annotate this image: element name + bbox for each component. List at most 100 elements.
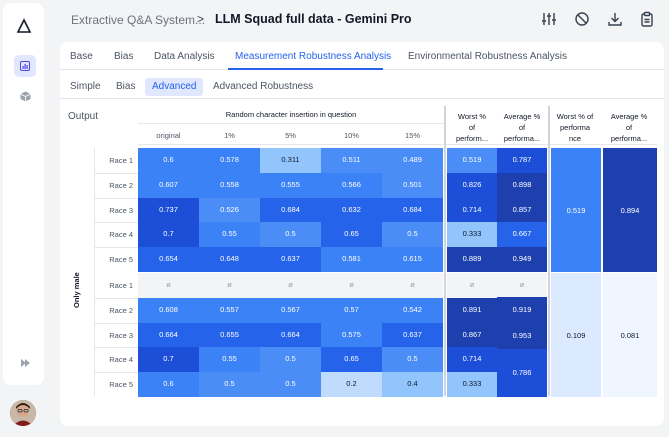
heatmap-cell: 0.2 bbox=[321, 372, 382, 397]
overall-worst-cell: 0.109 bbox=[551, 273, 601, 397]
ban-icon[interactable] bbox=[574, 11, 590, 27]
heatmap-cell: 0.632 bbox=[321, 197, 382, 223]
overall-worst-cell: 0.519 bbox=[551, 148, 601, 272]
expand-sidebar-icon[interactable] bbox=[18, 356, 32, 370]
heatmap-cell: 0.65 bbox=[321, 347, 382, 373]
heatmap-cell: 0.555 bbox=[260, 172, 321, 198]
breadcrumb-separator: > bbox=[197, 12, 205, 26]
worst-cell: 0.889 bbox=[447, 247, 497, 272]
heatmap-cell: ø bbox=[382, 273, 443, 298]
active-tab-indicator bbox=[228, 68, 383, 70]
worst-cell: 0.867 bbox=[447, 322, 497, 348]
average-cell: 0.786 bbox=[497, 349, 547, 397]
user-avatar[interactable] bbox=[10, 400, 36, 426]
row-label: Race 1 bbox=[109, 281, 133, 290]
heatmap-cell: 0.57 bbox=[321, 297, 382, 323]
heatmap-cell: 0.648 bbox=[199, 247, 260, 272]
subtab-advanced[interactable]: Advanced bbox=[145, 78, 204, 96]
heatmap-cell: 0.5 bbox=[260, 222, 321, 248]
row-divider bbox=[95, 197, 138, 199]
column-separator bbox=[548, 106, 550, 396]
heatmap-cell: 0.637 bbox=[260, 247, 321, 272]
top-bar: Extractive Q&A System... > LLM Squad ful… bbox=[47, 0, 669, 40]
heatmap-cell: 0.65 bbox=[321, 222, 382, 248]
heatmap-cell: 0.6 bbox=[138, 148, 199, 173]
row-label: Race 2 bbox=[109, 180, 133, 190]
heatmap-cell: 0.575 bbox=[321, 322, 382, 348]
heatmap-cell: 0.737 bbox=[138, 197, 199, 223]
column-header-average: Average % of performa... bbox=[503, 112, 541, 143]
heatmap-cell: ø bbox=[321, 273, 382, 298]
clipboard-icon[interactable] bbox=[639, 11, 655, 27]
column-header-overall-worst: Worst % of performa nce bbox=[556, 112, 594, 143]
row-label: Race 1 bbox=[109, 156, 133, 165]
header-bottom-line bbox=[138, 144, 657, 145]
heatmap-cell: 0.607 bbox=[138, 172, 199, 198]
column-header-overall-average: Average % of performa... bbox=[610, 112, 648, 143]
heatmap-cell: 0.6 bbox=[138, 372, 199, 397]
breadcrumb-parent[interactable]: Extractive Q&A System... bbox=[71, 13, 206, 27]
tab-environmental-robustness[interactable]: Environmental Robustness Analysis bbox=[408, 51, 567, 62]
row-label: Race 3 bbox=[109, 330, 133, 340]
average-cell: 0.919 bbox=[497, 297, 547, 323]
heatmap-cell: ø bbox=[138, 273, 199, 298]
sidebar-item-models[interactable] bbox=[14, 85, 36, 107]
subtab-advanced-robustness[interactable]: Advanced Robustness bbox=[213, 81, 314, 92]
heatmap-cell: 0.7 bbox=[138, 222, 199, 248]
download-icon[interactable] bbox=[607, 11, 623, 27]
heatmap-cell: 0.55 bbox=[199, 347, 260, 373]
overall-average-cell: 0.894 bbox=[603, 148, 657, 272]
heatmap-cell: 0.567 bbox=[260, 297, 321, 323]
subtab-bias[interactable]: Bias bbox=[116, 81, 136, 92]
heatmap-cell: 0.637 bbox=[382, 322, 443, 348]
heatmap-cell: 0.581 bbox=[321, 247, 382, 272]
heatmap-cell: 0.558 bbox=[199, 172, 260, 198]
column-header-1pct: 1% bbox=[224, 131, 235, 140]
sidebar-item-reports[interactable] bbox=[14, 55, 36, 77]
worst-cell: 0.826 bbox=[447, 172, 497, 198]
heatmap-cell: 0.578 bbox=[199, 148, 260, 173]
heatmap-cell: 0.7 bbox=[138, 347, 199, 373]
row-label: Race 4 bbox=[109, 355, 133, 365]
row-label: Race 5 bbox=[109, 255, 133, 265]
heatmap-cell: 0.5 bbox=[199, 372, 260, 397]
group-label-cell: Only male bbox=[70, 148, 95, 396]
heatmap-cell: ø bbox=[260, 273, 321, 298]
heatmap-cell: 0.5 bbox=[382, 222, 443, 248]
worst-cell: 0.714 bbox=[447, 347, 497, 373]
average-cell: 0.898 bbox=[497, 172, 547, 198]
column-separator bbox=[444, 106, 446, 396]
heatmap-cell: 0.608 bbox=[138, 297, 199, 323]
subtab-simple[interactable]: Simple bbox=[70, 81, 101, 92]
row-divider bbox=[95, 322, 138, 324]
group-label: Only male bbox=[72, 272, 81, 308]
perturbation-group-header: Random character insertion in question bbox=[225, 110, 357, 119]
heatmap-cell: 0.654 bbox=[138, 247, 199, 272]
heatmap-cell: 0.55 bbox=[199, 222, 260, 248]
tab-data-analysis[interactable]: Data Analysis bbox=[154, 51, 215, 62]
column-header-10pct: 10% bbox=[343, 131, 359, 140]
header-divider bbox=[138, 123, 444, 124]
heatmap-cell: 0.4 bbox=[382, 372, 443, 397]
worst-cell: 0.714 bbox=[447, 197, 497, 223]
heatmap-cell: 0.684 bbox=[260, 197, 321, 223]
average-cell: 0.787 bbox=[497, 148, 547, 173]
tab-base[interactable]: Base bbox=[70, 51, 93, 62]
average-cell: ø bbox=[497, 273, 547, 297]
average-cell: 0.949 bbox=[497, 247, 547, 272]
row-divider bbox=[95, 347, 138, 349]
logo-icon[interactable] bbox=[16, 18, 32, 34]
tab-measurement-robustness[interactable]: Measurement Robustness Analysis bbox=[235, 51, 392, 62]
output-label: Output bbox=[68, 111, 99, 122]
page-title: LLM Squad full data - Gemini Pro bbox=[215, 12, 412, 26]
heatmap-cell: 0.5 bbox=[260, 372, 321, 397]
sidebar-panel bbox=[3, 3, 44, 385]
heatmap-cell: 0.615 bbox=[382, 247, 443, 272]
heatmap-cell: 0.501 bbox=[382, 172, 443, 198]
cube-icon bbox=[19, 91, 31, 101]
worst-cell: ø bbox=[447, 273, 497, 298]
tab-bias[interactable]: Bias bbox=[114, 51, 134, 62]
sliders-icon[interactable] bbox=[541, 11, 557, 27]
heatmap-cell: 0.526 bbox=[199, 197, 260, 223]
row-label: Race 3 bbox=[109, 205, 133, 215]
